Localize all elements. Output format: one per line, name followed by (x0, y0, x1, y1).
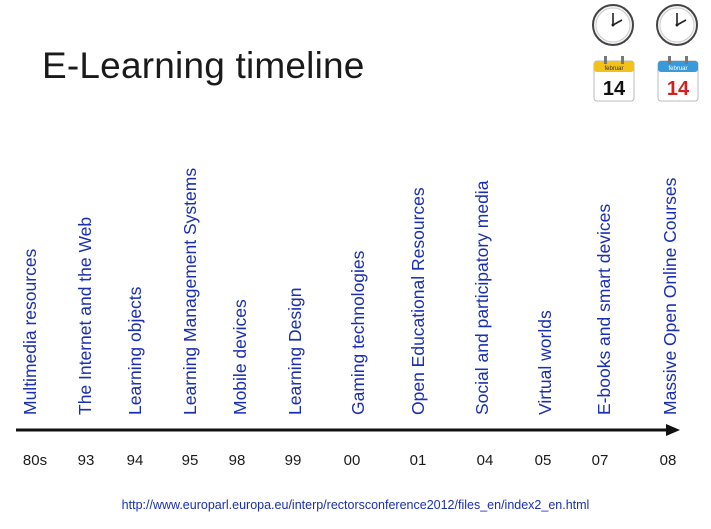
timeline-year: 99 (284, 452, 302, 469)
timeline-year: 05 (534, 452, 552, 469)
timeline-label: Mobile devices (230, 299, 250, 415)
timeline-label: The Internet and the Web (75, 216, 95, 415)
timeline-label: Massive Open Online Courses (660, 177, 680, 415)
clock-icon (656, 4, 698, 46)
timeline-year: 94 (126, 452, 144, 469)
timeline-year: 00 (343, 452, 361, 469)
timeline-year: 95 (181, 452, 199, 469)
timeline-year: 04 (476, 452, 494, 469)
page-title: E-Learning timeline (42, 45, 365, 86)
timeline-label: E-books and smart devices (594, 203, 614, 415)
timeline-label: Gaming technologies (348, 250, 368, 415)
calendar-icon: februar 14 (657, 56, 699, 102)
timeline-label: Multimedia resources (20, 248, 40, 415)
timeline-label: Learning objects (125, 286, 145, 415)
timeline-year: 80s (22, 452, 48, 469)
timeline-arrow (16, 424, 680, 436)
timeline-year: 98 (228, 452, 246, 469)
timeline-year: 08 (659, 452, 677, 469)
svg-text:14: 14 (603, 78, 626, 100)
timeline-label: Learning Design (285, 287, 305, 415)
timeline-label: Learning Management Systems (180, 167, 200, 415)
timeline-label: Open Educational Resources (408, 187, 428, 415)
clock-icon (592, 4, 634, 46)
calendar-icon: februar 14 (593, 56, 635, 102)
svg-text:14: 14 (667, 78, 690, 100)
svg-text:februar: februar (604, 66, 623, 72)
timeline-label: Social and participatory media (472, 180, 492, 415)
timeline-year: 01 (409, 452, 427, 469)
timeline-year: 07 (591, 452, 609, 469)
source-link[interactable]: http://www.europarl.europa.eu/interp/rec… (121, 498, 590, 512)
timeline-year: 93 (77, 452, 95, 469)
svg-text:februar: februar (668, 66, 687, 72)
timeline-label: Virtual worlds (535, 310, 555, 415)
